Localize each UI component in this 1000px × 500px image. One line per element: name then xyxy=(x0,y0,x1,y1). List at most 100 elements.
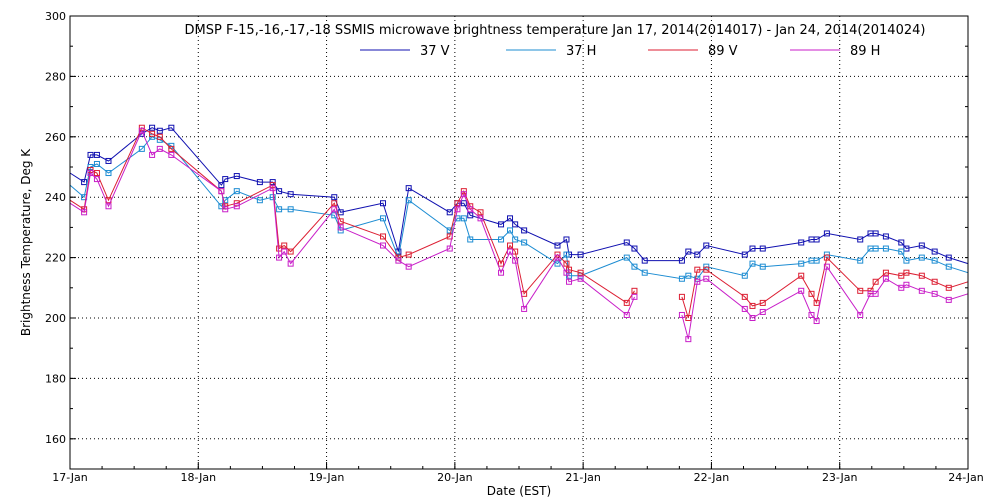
data-point xyxy=(554,254,561,261)
data-point xyxy=(694,266,701,273)
data-point xyxy=(405,251,412,258)
data-point xyxy=(149,151,156,158)
data-point xyxy=(678,293,685,300)
data-point xyxy=(380,200,387,207)
x-tick-label: 18-Jan xyxy=(181,471,217,484)
series-37-h xyxy=(69,133,969,282)
data-point xyxy=(741,305,748,312)
data-point xyxy=(685,248,692,255)
data-point xyxy=(563,260,570,267)
data-point xyxy=(276,188,283,195)
data-point xyxy=(903,281,910,288)
data-point xyxy=(477,215,484,222)
data-point xyxy=(446,245,453,252)
data-point xyxy=(703,242,710,249)
x-tick-label: 23-Jan xyxy=(822,471,858,484)
data-point xyxy=(577,275,584,282)
data-point xyxy=(149,124,156,131)
data-point xyxy=(233,203,240,210)
data-point xyxy=(337,209,344,216)
data-point xyxy=(857,236,864,243)
series-89-h xyxy=(69,127,969,343)
data-point xyxy=(759,263,766,270)
x-tick-label: 22-Jan xyxy=(694,471,730,484)
data-point xyxy=(694,278,701,285)
legend: 37 V 37 H 89 V 89 H xyxy=(360,44,880,59)
data-point xyxy=(276,206,283,213)
data-point xyxy=(498,269,505,276)
axis-ticks: 160 180 200 220 240 260 280 300 17-Jan 18-Jan 19-J… xyxy=(45,10,984,484)
data-point xyxy=(759,299,766,306)
data-point xyxy=(694,251,701,258)
data-point xyxy=(872,290,879,297)
data-point xyxy=(918,287,925,294)
y-tick-label: 260 xyxy=(45,131,66,144)
data-point xyxy=(81,179,88,186)
data-point xyxy=(798,287,805,294)
data-point xyxy=(808,311,815,318)
data-point xyxy=(577,269,584,276)
data-point xyxy=(87,151,94,158)
data-point xyxy=(380,215,387,222)
data-point xyxy=(380,233,387,240)
data-point xyxy=(623,254,630,261)
data-point xyxy=(749,302,756,309)
data-point xyxy=(918,242,925,249)
data-point xyxy=(678,257,685,264)
data-point xyxy=(685,315,692,321)
data-point xyxy=(741,251,748,258)
data-point xyxy=(337,224,344,231)
data-point xyxy=(798,260,805,267)
data-point xyxy=(857,287,864,294)
data-point xyxy=(105,170,112,177)
data-point xyxy=(498,236,505,243)
data-point xyxy=(405,263,412,270)
legend-label: 37 H xyxy=(566,44,596,59)
data-point xyxy=(898,284,905,291)
data-point xyxy=(857,257,864,264)
y-tick-label: 220 xyxy=(45,252,66,265)
data-point xyxy=(694,275,701,282)
data-point xyxy=(703,263,710,270)
data-point xyxy=(903,269,910,276)
series-line xyxy=(69,127,969,265)
data-point xyxy=(945,263,952,270)
data-point xyxy=(641,257,648,264)
data-point xyxy=(331,194,338,201)
data-point xyxy=(945,254,952,261)
data-point xyxy=(631,245,638,252)
data-point xyxy=(872,245,879,252)
x-axis-label: Date (EST) xyxy=(487,484,551,498)
data-point xyxy=(631,287,638,294)
data-point xyxy=(623,299,630,306)
data-point xyxy=(467,236,474,243)
data-point xyxy=(507,242,514,249)
data-point xyxy=(233,200,240,207)
data-point xyxy=(882,233,889,240)
data-point xyxy=(563,236,570,243)
data-point xyxy=(512,221,519,228)
data-point xyxy=(256,197,263,204)
data-point xyxy=(93,170,100,177)
data-point xyxy=(138,145,145,152)
plot-series xyxy=(69,124,969,343)
data-point xyxy=(898,248,905,255)
data-point xyxy=(287,191,294,198)
data-point xyxy=(641,269,648,276)
data-point xyxy=(87,170,94,177)
data-point xyxy=(93,160,100,167)
data-point xyxy=(521,305,528,312)
data-point xyxy=(405,185,412,192)
data-point xyxy=(918,254,925,261)
data-point xyxy=(678,311,685,318)
data-point xyxy=(623,311,630,318)
data-point xyxy=(749,245,756,252)
data-point xyxy=(105,203,112,210)
data-point xyxy=(808,290,815,297)
data-point xyxy=(521,239,528,246)
data-point xyxy=(882,269,889,276)
data-point xyxy=(446,227,453,234)
data-point xyxy=(287,248,294,255)
x-tick-label: 17-Jan xyxy=(52,471,88,484)
